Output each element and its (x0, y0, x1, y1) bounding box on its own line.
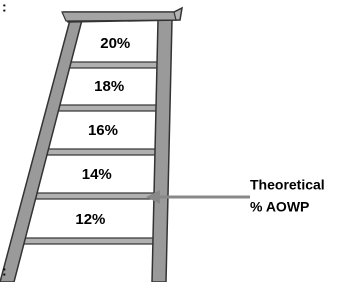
rung (39, 149, 163, 155)
rung (15, 238, 160, 244)
edge-mark: : (2, 263, 7, 279)
rung (61, 62, 164, 68)
callout-line: % AOWP (250, 199, 309, 215)
rung (50, 105, 163, 111)
ladder-diagram: 20% 18% 16% 14% 12% Theoretical % AOWP : : (0, 0, 344, 282)
rung-label: 20% (100, 35, 130, 52)
callout-line: Theoretical (250, 177, 325, 193)
rung-labels: 20% 18% 16% 14% 12% (60, 29, 145, 233)
rung-label: 14% (82, 166, 112, 183)
rung (27, 193, 161, 199)
right-rail (152, 20, 172, 282)
rung-label: 16% (88, 122, 118, 139)
rung-label: 12% (75, 211, 105, 228)
edge-mark: : (2, 0, 7, 15)
ladder-top-front (62, 12, 176, 21)
arrow-head (146, 190, 160, 204)
rung-label: 18% (94, 78, 124, 95)
